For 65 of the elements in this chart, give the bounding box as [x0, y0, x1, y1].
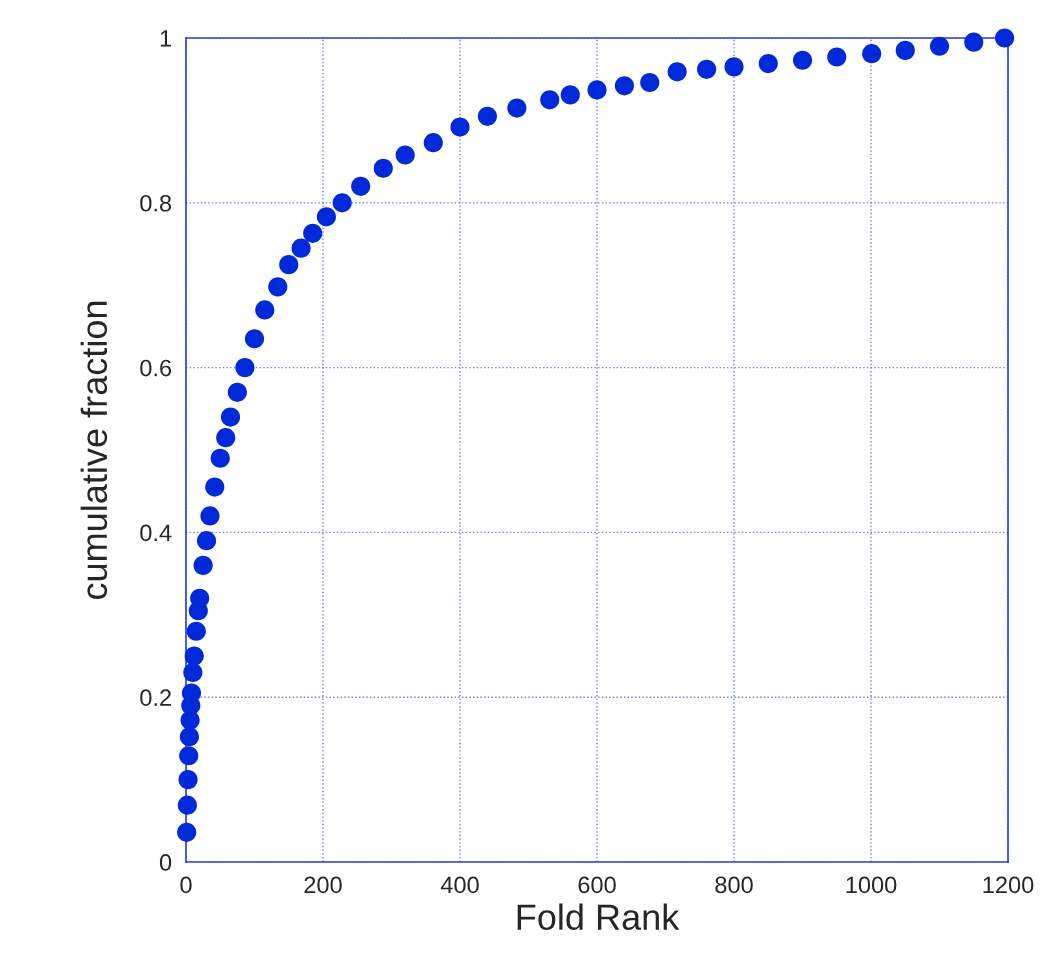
point [303, 223, 323, 243]
point [268, 277, 288, 297]
point [423, 133, 443, 153]
point [181, 683, 202, 703]
point [395, 145, 415, 165]
y-tick-label: 1 [160, 30, 171, 47]
point [724, 57, 744, 77]
point [332, 193, 352, 213]
point [667, 62, 687, 82]
point [235, 358, 255, 378]
point [177, 822, 197, 842]
point [227, 382, 247, 402]
point [895, 40, 915, 60]
point [540, 90, 560, 110]
point [210, 448, 230, 468]
point [929, 36, 950, 56]
point [291, 238, 311, 258]
point [177, 795, 197, 815]
point [196, 531, 217, 551]
point [220, 407, 241, 427]
x-tick-label: 600 [578, 876, 616, 894]
y-tick-label: 0 [159, 854, 172, 871]
point [560, 85, 580, 105]
point [862, 44, 882, 64]
point [758, 54, 778, 74]
point [186, 621, 206, 641]
point [190, 588, 210, 608]
point [178, 770, 198, 790]
x-tick-label: 200 [304, 876, 342, 894]
y-tick-label: 0.2 [140, 689, 171, 706]
point [205, 477, 225, 497]
point [697, 59, 717, 79]
point [200, 506, 220, 526]
point [255, 300, 275, 320]
point [995, 28, 1015, 48]
point [640, 72, 660, 93]
x-tick-label: 400 [440, 876, 479, 894]
x-tick-label: 1000 [846, 876, 897, 894]
point [351, 176, 371, 196]
x-tick-label: 800 [715, 876, 753, 894]
point [279, 255, 299, 275]
point [477, 106, 497, 126]
y-axis-title: cumulative fraction [80, 301, 108, 599]
point [183, 662, 203, 683]
point [587, 80, 607, 100]
point [373, 158, 393, 178]
point [507, 98, 527, 118]
y-tick-label: 0.6 [140, 359, 172, 377]
x-tick-label: 1200 [983, 876, 1034, 894]
point [244, 329, 265, 349]
point [179, 746, 199, 766]
x-axis-title: Fold Rank [517, 903, 680, 930]
y-tick-label: 0.8 [140, 194, 172, 212]
point [216, 428, 236, 448]
point [964, 32, 984, 52]
point [792, 50, 813, 70]
point [316, 207, 336, 227]
y-tick-label: 0.4 [140, 524, 172, 542]
point [450, 117, 470, 137]
point [827, 47, 847, 67]
x-tick-label: 0 [180, 876, 192, 894]
point [614, 76, 634, 96]
point [179, 727, 199, 747]
point [193, 555, 213, 575]
point [184, 646, 204, 666]
